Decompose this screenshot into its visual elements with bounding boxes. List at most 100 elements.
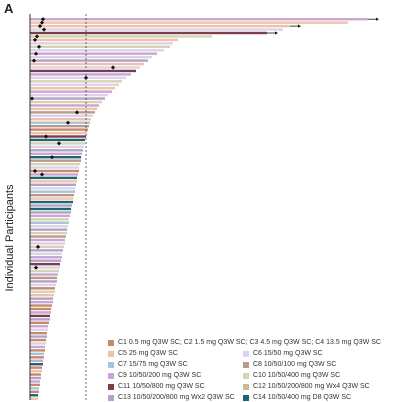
participant-bar [30, 55, 152, 59]
participant-bar [30, 169, 79, 173]
participant-bar [30, 328, 48, 331]
participant-bar [30, 249, 63, 252]
participant-bar [30, 376, 41, 380]
participant-bar [30, 69, 136, 73]
participant-bar [30, 200, 73, 204]
participant-bar [30, 104, 99, 107]
participant-bar [30, 290, 55, 293]
participant-bar [30, 152, 82, 155]
participant-bar [30, 245, 64, 249]
participant-bar [30, 31, 267, 35]
ongoing-arrow-head [275, 31, 278, 35]
participant-bar [30, 97, 105, 100]
participant-bar [30, 38, 178, 42]
participant-bar [30, 238, 65, 242]
participant-bar [30, 73, 131, 76]
participant-bar [30, 242, 65, 245]
participant-bar [30, 28, 283, 31]
participant-bar [30, 276, 57, 280]
participant-bar [30, 83, 119, 86]
participant-bar [30, 66, 140, 69]
participant-bar [30, 331, 47, 335]
bars-layer [29, 17, 379, 400]
response-marker-diamond [37, 24, 43, 29]
participant-bar [30, 62, 144, 66]
participant-bar [30, 256, 62, 259]
participant-bar [30, 193, 74, 197]
participant-bar [30, 138, 85, 142]
participant-bar [30, 135, 86, 138]
participant-bar [30, 359, 43, 362]
participant-bar [30, 228, 67, 231]
participant-bar [30, 118, 91, 121]
participant-bar [30, 231, 67, 235]
participant-bar [30, 325, 48, 328]
participant-bar [30, 131, 87, 135]
participant-bar [30, 366, 42, 369]
participant-bar [30, 356, 44, 359]
participant-bar [30, 373, 41, 376]
participant-bar [30, 338, 46, 342]
participant-bar [30, 390, 39, 393]
participant-bar [30, 311, 51, 314]
participant-bar [30, 394, 38, 397]
participant-bar [30, 211, 71, 214]
participant-bar [30, 93, 108, 97]
participant-bar [30, 162, 80, 166]
participant-bar [30, 304, 52, 307]
participant-bar [30, 176, 77, 180]
participant-bar [30, 397, 38, 400]
response-marker-diamond [32, 37, 38, 42]
participant-bar [30, 262, 60, 266]
participant-bar [30, 235, 66, 238]
participant-bar [30, 197, 73, 200]
participant-bar [30, 121, 90, 124]
participant-bar [30, 107, 97, 111]
participant-bar [30, 349, 45, 352]
response-marker-diamond [43, 134, 49, 139]
participant-bar [30, 283, 56, 287]
participant-bar [30, 145, 84, 149]
participant-bar [30, 266, 60, 269]
response-marker-diamond [34, 34, 40, 39]
participant-bar [30, 124, 89, 128]
participant-bar [30, 180, 77, 183]
participant-bar [30, 59, 148, 62]
participant-bar [30, 42, 173, 45]
participant-bar [30, 218, 69, 221]
participant-bar [30, 287, 55, 290]
participant-bar [30, 280, 57, 283]
participant-bar [30, 380, 40, 383]
response-marker-diamond [40, 17, 46, 22]
response-marker-diamond [41, 27, 47, 32]
response-marker-diamond [31, 58, 37, 63]
participant-bar [30, 87, 115, 90]
participant-bar [30, 18, 368, 21]
participant-bar [30, 335, 47, 338]
response-marker-diamond [56, 141, 62, 146]
participant-bar [30, 314, 50, 318]
ongoing-arrow-head [298, 24, 301, 28]
response-marker-diamond [29, 96, 35, 101]
response-marker-diamond [39, 20, 45, 25]
participant-bar [30, 156, 81, 159]
response-marker-diamond [32, 168, 38, 174]
response-marker-diamond [33, 265, 39, 270]
participant-bar [30, 345, 45, 349]
participant-bar [30, 52, 157, 55]
participant-bar [30, 252, 62, 255]
participant-bar [30, 76, 126, 80]
response-marker-diamond [65, 120, 71, 125]
participant-bar [30, 187, 75, 190]
participant-bar [30, 90, 112, 93]
participant-bar [30, 114, 93, 117]
participant-bar [30, 383, 40, 387]
participant-bar [30, 297, 53, 300]
panel-label: A [4, 1, 14, 16]
response-marker-diamond [83, 75, 89, 80]
participant-bar [30, 111, 95, 114]
response-marker-diamond [36, 44, 42, 49]
response-marker-diamond [74, 110, 80, 115]
participant-bar [30, 159, 81, 162]
participant-bar [30, 149, 83, 152]
